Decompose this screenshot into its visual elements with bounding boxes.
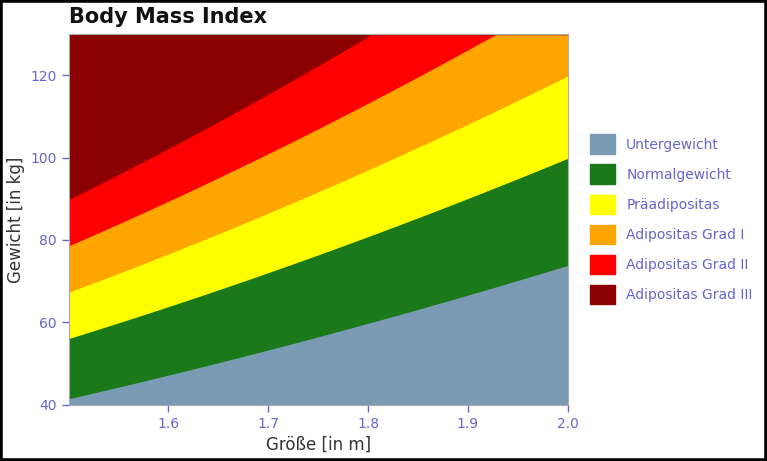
Y-axis label: Gewicht [in kg]: Gewicht [in kg] bbox=[7, 156, 25, 283]
X-axis label: Größe [in m]: Größe [in m] bbox=[265, 436, 370, 454]
Text: Body Mass Index: Body Mass Index bbox=[69, 7, 267, 27]
Legend: Untergewicht, Normalgewicht, Präadipositas, Adipositas Grad I, Adipositas Grad I: Untergewicht, Normalgewicht, Präadiposit… bbox=[584, 129, 758, 310]
